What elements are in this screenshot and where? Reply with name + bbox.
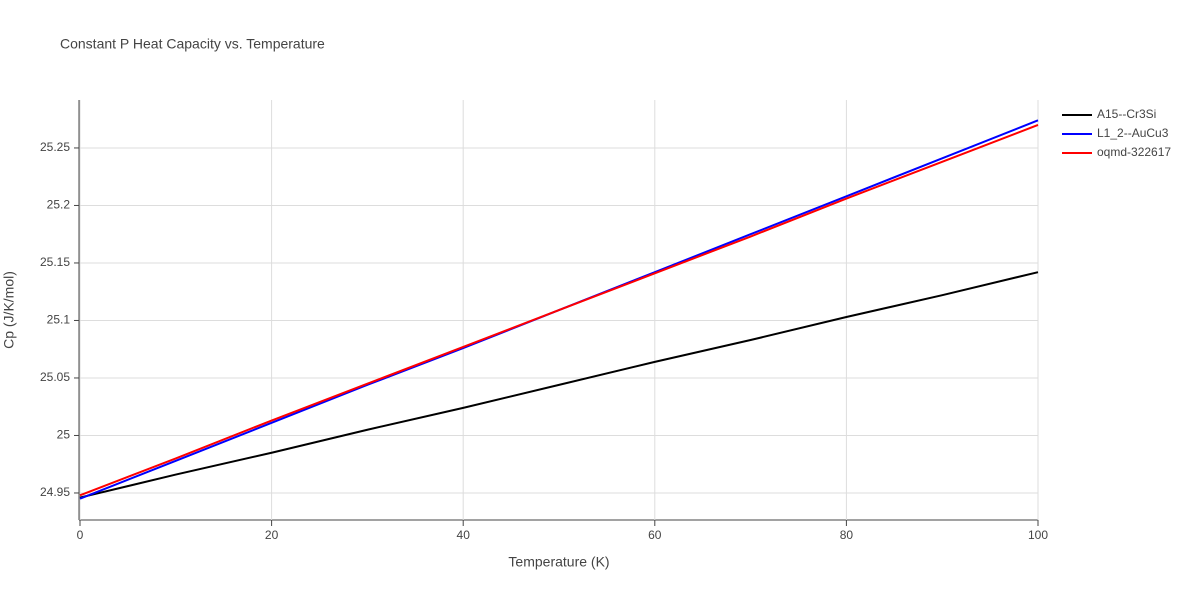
y-tick-label: 25.1 <box>47 313 71 327</box>
y-tick-label: 24.95 <box>40 485 70 499</box>
x-tick-label: 80 <box>840 528 854 542</box>
y-axis-label: Cp (J/K/mol) <box>1 271 17 349</box>
x-tick-label: 100 <box>1028 528 1048 542</box>
x-tick-label: 0 <box>77 528 84 542</box>
y-tick-label: 25.05 <box>40 370 70 384</box>
legend-label: L1_2--AuCu3 <box>1097 126 1169 140</box>
x-tick-label: 20 <box>265 528 279 542</box>
series-line <box>79 271 1039 499</box>
legend-label: A15--Cr3Si <box>1097 107 1156 121</box>
y-tick-label: 25 <box>57 428 71 442</box>
legend-label: oqmd-322617 <box>1097 145 1171 159</box>
y-tick-label: 25.2 <box>47 198 71 212</box>
x-axis-label: Temperature (K) <box>508 554 609 570</box>
y-tick-label: 25.25 <box>40 140 70 154</box>
chart-title: Constant P Heat Capacity vs. Temperature <box>60 36 325 52</box>
y-tick-label: 25.15 <box>40 255 70 269</box>
x-tick-label: 60 <box>648 528 662 542</box>
series-line <box>79 124 1039 497</box>
x-tick-label: 40 <box>457 528 471 542</box>
